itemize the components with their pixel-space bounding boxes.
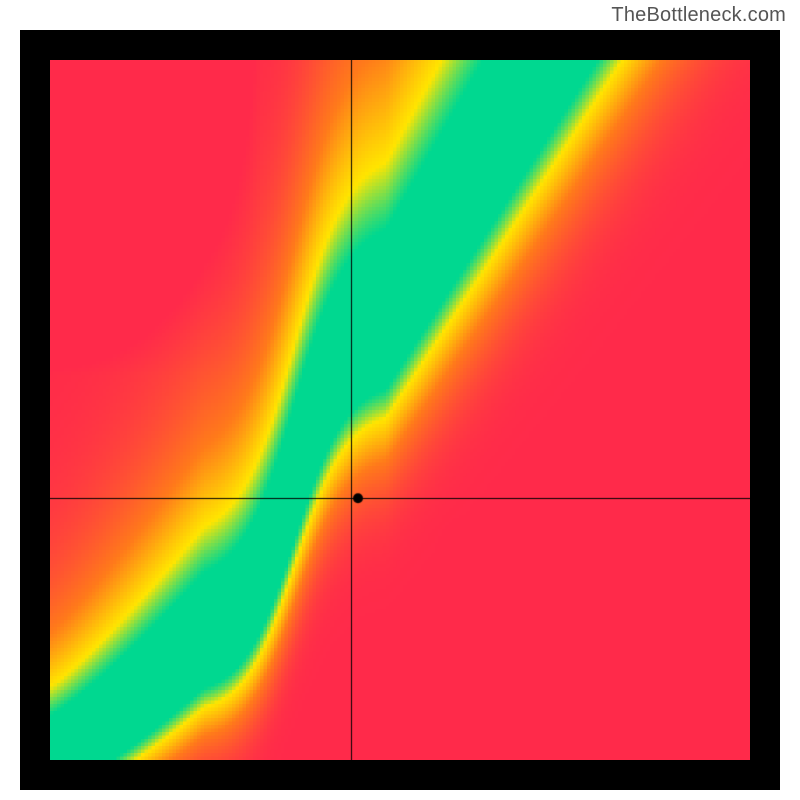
watermark-text: TheBottleneck.com	[611, 4, 786, 27]
plot-frame	[20, 30, 780, 790]
bottleneck-heatmap	[50, 60, 750, 760]
